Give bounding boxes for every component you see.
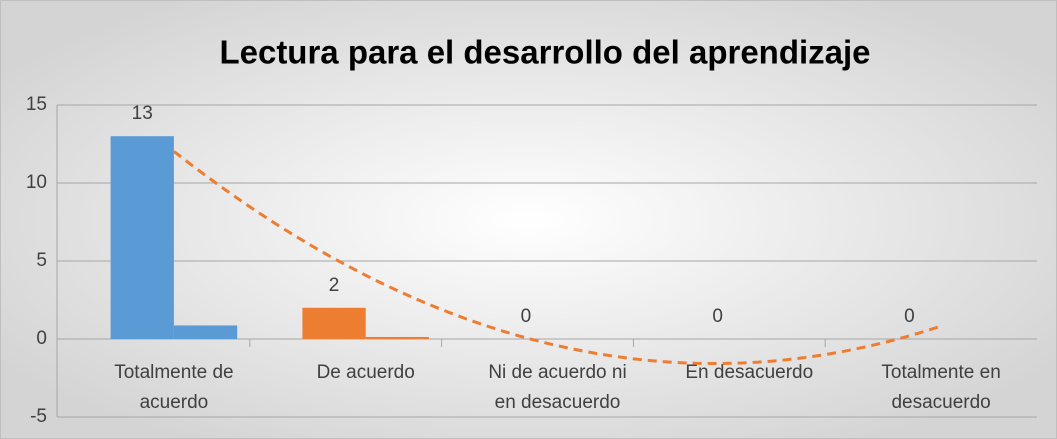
bar <box>173 325 238 339</box>
y-tick-label: 5 <box>36 250 47 271</box>
x-tick-label: Totalmente en desacuerdo <box>881 362 1000 413</box>
y-tick-label: 10 <box>26 172 47 193</box>
y-tick-label: 0 <box>36 328 47 349</box>
y-tick-label: 15 <box>26 94 47 115</box>
bar <box>365 336 429 339</box>
data-label: 0 <box>904 306 915 327</box>
data-label: 0 <box>521 306 532 327</box>
bar <box>110 136 174 339</box>
x-tick-label: Totalmente de acuerdo <box>114 362 233 413</box>
trendline <box>172 150 942 365</box>
data-label: 2 <box>329 275 340 296</box>
x-tick-label: De acuerdo <box>317 362 415 383</box>
y-tick-label: -5 <box>30 406 47 427</box>
chart-title: Lectura para el desarrollo del aprendiza… <box>219 34 870 71</box>
data-label: 13 <box>132 103 153 124</box>
bar <box>302 307 366 339</box>
x-tick-label: En desacuerdo <box>685 362 813 383</box>
x-tick-label: Ni de acuerdo ni en desacuerdo <box>488 362 626 413</box>
data-label: 0 <box>712 306 723 327</box>
